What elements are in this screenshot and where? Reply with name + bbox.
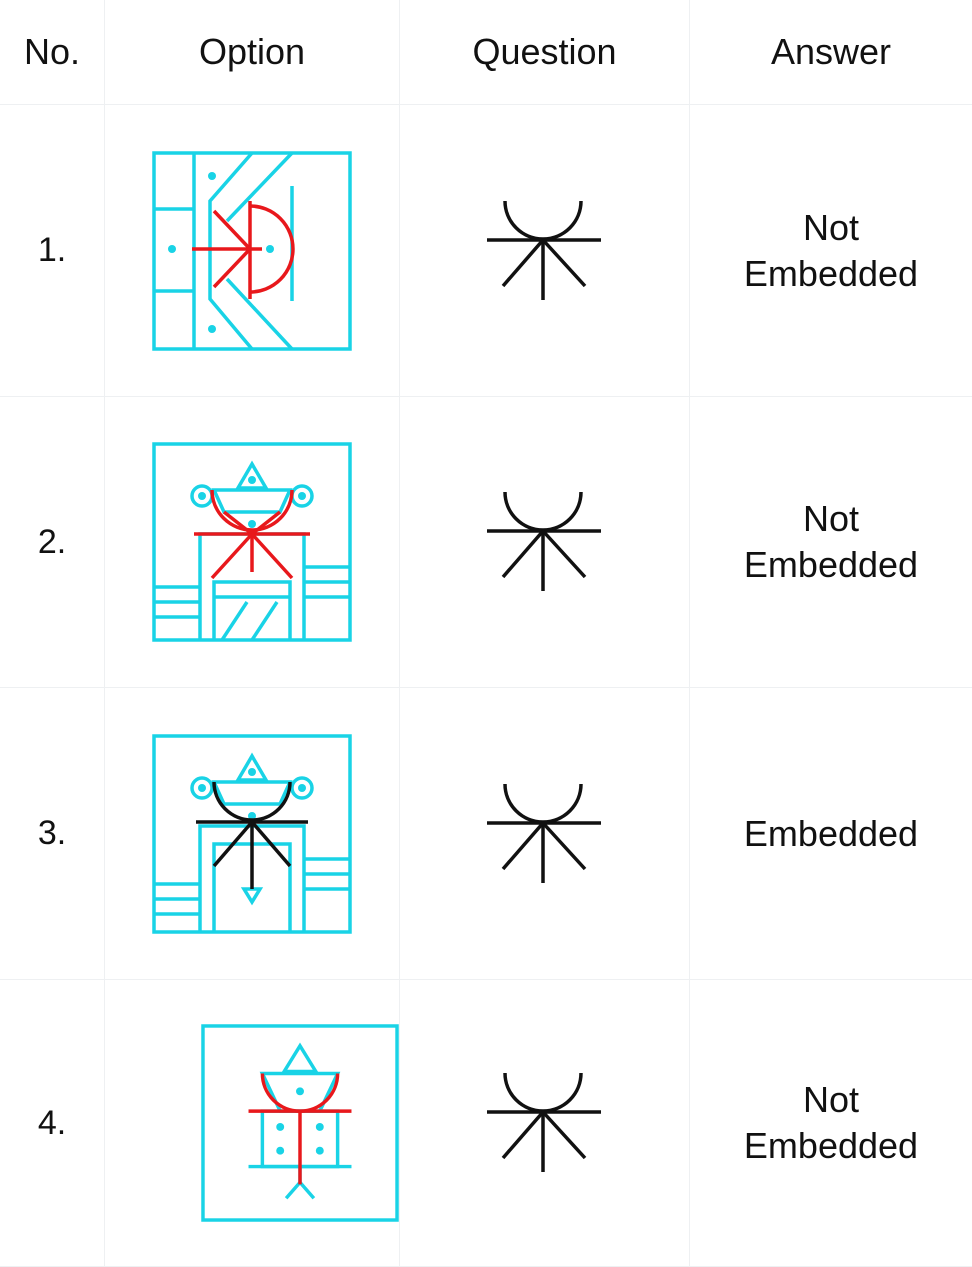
row-number: 4.: [0, 980, 105, 1267]
header-cell: No.: [0, 0, 105, 105]
option-figure: [152, 733, 352, 934]
row-number: 2.: [0, 397, 105, 688]
option-figure: [152, 442, 352, 642]
header-cell: Option: [105, 0, 400, 105]
answer-text: Not Embedded: [743, 206, 919, 294]
option-cell: [105, 397, 400, 688]
question-cell: [400, 688, 690, 980]
option-cell: [105, 980, 400, 1267]
answer-cell: Not Embedded: [690, 397, 972, 688]
question-cell: [400, 397, 690, 688]
question-cell: [400, 105, 690, 397]
answer-text: Not Embedded: [743, 1079, 919, 1166]
question-cell: [400, 980, 690, 1267]
option-figure: [152, 150, 352, 351]
question-figure: [486, 200, 601, 300]
option-cell: [105, 688, 400, 980]
question-figure: [486, 1072, 601, 1172]
row-number: 1.: [0, 105, 105, 397]
answer-cell: Not Embedded: [690, 980, 972, 1267]
question-figure: [486, 783, 601, 883]
question-figure: [486, 491, 601, 591]
answer-text: Embedded: [743, 812, 919, 854]
answer-cell: Embedded: [690, 688, 972, 980]
answer-text: Not Embedded: [743, 498, 919, 585]
header-cell: Question: [400, 0, 690, 105]
option-cell: [105, 105, 400, 397]
header-cell: Answer: [690, 0, 972, 105]
option-figure: [201, 1024, 399, 1222]
answer-cell: Not Embedded: [690, 105, 972, 397]
row-number: 3.: [0, 688, 105, 980]
